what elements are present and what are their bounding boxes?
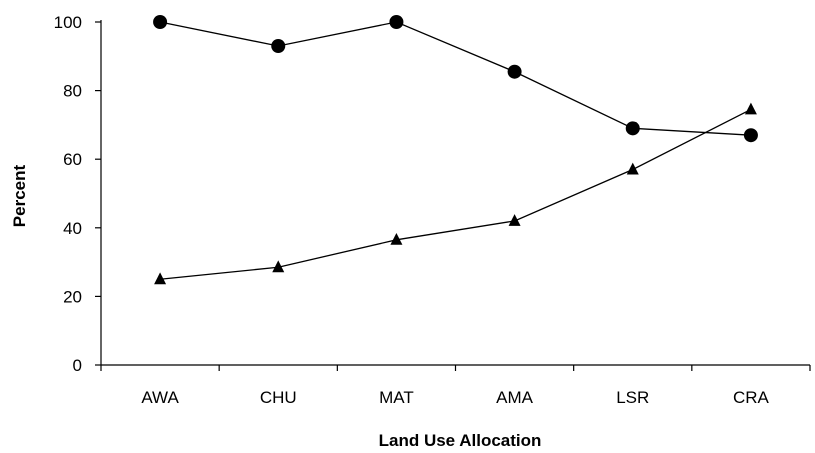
data-point-circle — [153, 15, 168, 29]
data-point-triangle — [626, 162, 639, 175]
axes: 0 20 40 60 80 100 AWA CHU MAT AMA LSR CRA — [54, 13, 811, 407]
x-tick-label: CHU — [260, 388, 297, 407]
y-tick-label: 20 — [63, 287, 82, 306]
x-tick-label: AMA — [496, 388, 534, 407]
series-line — [159, 21, 751, 136]
series-circle — [153, 15, 758, 143]
y-tick-label: 100 — [54, 13, 82, 32]
x-axis-title: Land Use Allocation — [379, 431, 542, 450]
series-line — [160, 108, 752, 280]
data-point-triangle — [744, 102, 757, 115]
data-point-triangle — [272, 260, 285, 273]
data-point-triangle — [154, 272, 167, 285]
y-tick-label: 40 — [63, 219, 82, 238]
data-point-circle — [625, 121, 640, 136]
x-tick-label: LSR — [616, 388, 649, 407]
data-point-circle — [507, 64, 522, 79]
series-triangle — [154, 102, 757, 285]
y-tick-label: 0 — [73, 356, 82, 375]
series-layer — [153, 15, 758, 285]
x-tick-label: MAT — [379, 388, 414, 407]
data-point-triangle — [390, 232, 403, 245]
data-point-circle — [271, 39, 286, 54]
data-point-triangle — [508, 214, 521, 226]
y-tick-label: 80 — [63, 82, 82, 101]
x-tick-label: AWA — [141, 388, 179, 407]
y-tick-label: 60 — [63, 150, 82, 169]
data-point-circle — [743, 128, 758, 143]
data-point-circle — [389, 15, 404, 29]
x-tick-label: CRA — [733, 388, 770, 407]
y-axis-title: Percent — [10, 164, 29, 227]
